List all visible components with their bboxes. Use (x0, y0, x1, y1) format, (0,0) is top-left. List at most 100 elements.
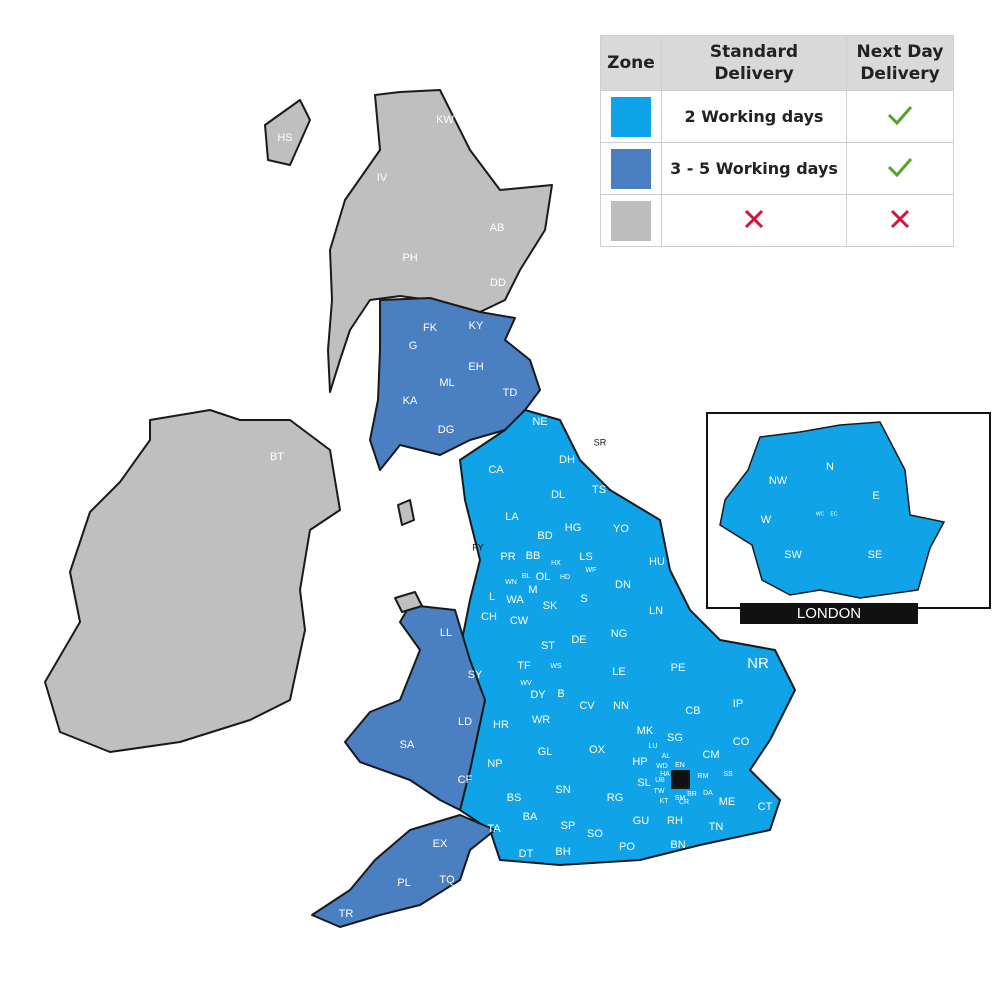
postcode-label: RH (667, 815, 683, 827)
postcode-label: DE (571, 634, 586, 646)
wales (344, 604, 486, 811)
postcode-label: ML (439, 377, 454, 389)
postcode-label: TF (517, 660, 531, 672)
postcode-label: AB (490, 222, 505, 234)
table-row: 2 Working days (600, 90, 954, 143)
postcode-label: WS (550, 663, 562, 670)
postcode-label: SL (637, 777, 650, 789)
zone-cell (600, 194, 662, 247)
london-area-label: E (872, 490, 879, 502)
postcode-label: WN (505, 579, 517, 586)
london-area (671, 770, 690, 789)
postcode-label: CM (702, 749, 719, 761)
isle-of-man (397, 499, 415, 526)
postcode-label: GU (633, 815, 650, 827)
postcode-label: BB (526, 550, 541, 562)
postcode-label: LD (458, 716, 472, 728)
postcode-label: HS (277, 132, 292, 144)
postcode-label: YO (613, 523, 629, 535)
postcode-label: DG (438, 424, 455, 436)
table-row (600, 194, 954, 247)
postcode-label: L (489, 591, 495, 603)
postcode-label: TS (592, 484, 606, 496)
postcode-label: SA (400, 739, 415, 751)
postcode-label: EX (433, 838, 448, 850)
postcode-label: WV (520, 680, 532, 687)
postcode-label: MK (637, 725, 654, 737)
zone-swatch (611, 200, 651, 241)
postcode-label: FY (472, 542, 484, 552)
london-area-label: NW (769, 475, 788, 487)
postcode-label: B (557, 688, 564, 700)
london-inset (706, 412, 991, 624)
london-labels: NW N E W WC EC SW SE (761, 461, 883, 561)
postcode-label: LU (649, 743, 658, 750)
postcode-label: HP (632, 756, 647, 768)
zone-swatch (611, 148, 651, 189)
postcode-label: LN (649, 605, 663, 617)
postcode-label: AL (662, 753, 671, 760)
cross-icon (744, 209, 764, 228)
postcode-label: BL (522, 573, 531, 580)
postcode-label: WR (532, 714, 550, 726)
postcode-label: CF (458, 774, 473, 786)
land (44, 89, 796, 928)
postcode-label: HU (649, 556, 665, 568)
postcode-label: NP (487, 758, 502, 770)
postcode-label: CH (481, 611, 497, 623)
postcode-label: IP (733, 698, 743, 710)
postcode-label: WF (586, 567, 597, 574)
postcode-label: SK (543, 600, 558, 612)
postcode-label: BN (670, 839, 685, 851)
postcode-label: SO (587, 828, 603, 840)
table-row: 3 - 5 Working days (600, 142, 954, 195)
postcode-label: IV (377, 172, 388, 184)
south-west (311, 814, 496, 928)
postcode-label: EH (468, 361, 483, 373)
anglesey (394, 591, 423, 613)
postcode-label: NG (611, 628, 628, 640)
postcode-label: TQ (439, 874, 455, 886)
scotland-north (327, 89, 553, 393)
zone-cell (600, 90, 662, 143)
postcode-label: DH (559, 454, 575, 466)
next-day-cell (846, 90, 954, 143)
postcode-label: RG (607, 792, 624, 804)
next-day-cell (846, 194, 954, 247)
ireland (44, 409, 341, 753)
postcode-label: SS (723, 771, 733, 778)
zone-cell (600, 142, 662, 195)
postcode-label: EN (675, 762, 685, 769)
postcode-label: TD (503, 387, 518, 399)
postcode-label: KY (469, 320, 484, 332)
postcode-label: PH (402, 252, 417, 264)
postcode-label: TR (339, 908, 354, 920)
postcode-label: DA (703, 790, 713, 797)
postcode-label: LL (440, 627, 452, 639)
header-cell: Standard Delivery (661, 35, 847, 91)
standard-cell: 3 - 5 Working days (661, 142, 847, 195)
postcode-label: DD (490, 277, 506, 289)
cross-icon (890, 209, 910, 228)
postcode-label: TW (654, 788, 665, 795)
header-cell: Next Day Delivery (846, 35, 954, 91)
postcode-label: S (580, 593, 587, 605)
delivery-table: Zone Standard Delivery Next Day Delivery… (600, 35, 954, 247)
postcode-label: HR (493, 719, 509, 731)
check-icon (887, 157, 913, 177)
postcode-label: DY (530, 689, 546, 701)
postcode-label: PE (671, 662, 686, 674)
next-day-cell (846, 142, 954, 195)
postcode-label: BS (507, 792, 522, 804)
postcode-label: G (409, 340, 418, 352)
postcode-label: CO (733, 736, 750, 748)
postcode-label: M (528, 584, 537, 596)
postcode-label: BR (687, 791, 697, 798)
postcode-label: BH (555, 846, 570, 858)
london-area-label: SE (868, 549, 883, 561)
postcode-label: LS (579, 551, 592, 563)
postcode-label: HA (660, 771, 670, 778)
